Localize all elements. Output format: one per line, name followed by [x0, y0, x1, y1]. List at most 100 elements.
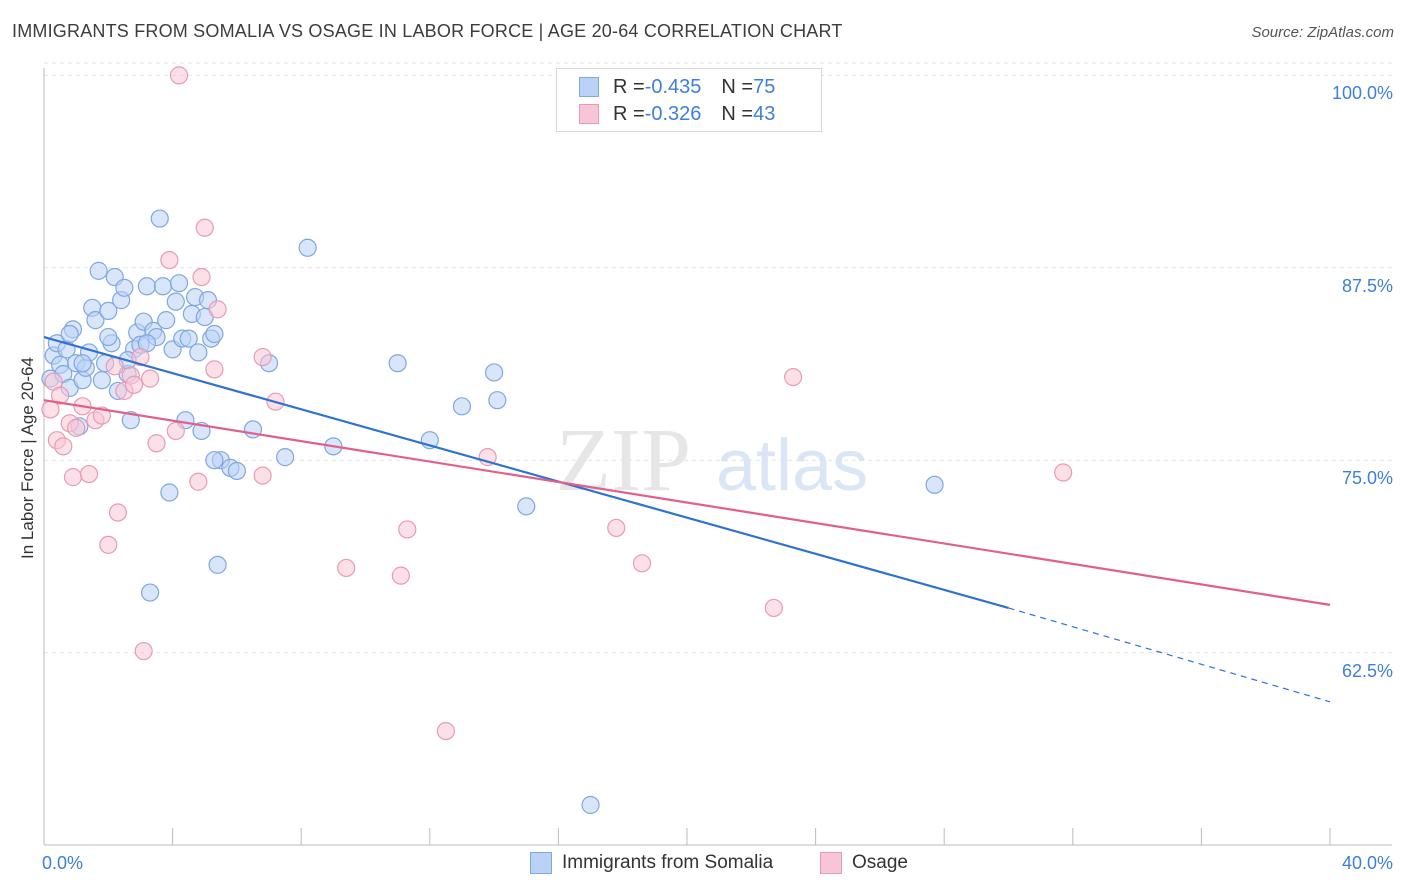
source-credit: Source: ZipAtlas.com	[1251, 24, 1394, 41]
data-point	[147, 434, 166, 453]
legend-row-somalia: R = -0.435 N = 75	[579, 74, 775, 100]
data-point	[105, 357, 124, 376]
stats-legend: R = -0.435 N = 75 R = -0.326 N = 43	[556, 68, 822, 132]
data-point	[140, 369, 160, 388]
legend-item-somalia[interactable]: Immigrants from Somalia	[530, 852, 773, 874]
data-point	[452, 397, 472, 416]
axes	[43, 68, 1392, 846]
legend-swatch-blue	[579, 77, 599, 97]
x-tick-label-min: 0.0%	[42, 853, 84, 873]
legend-r-value: -0.435	[644, 75, 702, 98]
data-point	[153, 277, 173, 296]
data-point	[169, 66, 189, 85]
data-point	[208, 555, 227, 574]
data-point	[436, 721, 455, 741]
data-point	[50, 386, 70, 405]
legend-n-label: N =	[721, 75, 754, 98]
trend-line-extrapolated	[1008, 607, 1331, 703]
data-point	[63, 468, 83, 487]
data-point	[205, 324, 224, 344]
x-tick-label-max: 40.0%	[1341, 853, 1393, 873]
data-point	[99, 301, 118, 320]
data-point	[124, 375, 144, 394]
legend-item-osage[interactable]: Osage	[820, 852, 908, 874]
legend-label-somalia: Immigrants from Somalia	[562, 852, 774, 873]
data-point	[388, 354, 407, 373]
trend-line	[43, 399, 1331, 606]
legend-r-label: R =	[613, 102, 645, 125]
data-point	[227, 461, 246, 481]
legend-n-label: N =	[721, 102, 754, 125]
data-point	[115, 278, 134, 297]
data-point	[157, 311, 176, 330]
data-point	[1054, 463, 1073, 482]
legend-swatch-pink	[820, 852, 842, 874]
data-point	[179, 329, 198, 348]
data-point	[79, 464, 99, 484]
data-point	[764, 598, 783, 618]
data-point	[150, 209, 169, 228]
data-point	[337, 558, 356, 578]
data-point	[298, 238, 317, 257]
legend-swatch-pink	[579, 104, 599, 124]
data-point	[632, 554, 652, 573]
data-point	[73, 354, 92, 373]
data-point	[925, 475, 944, 494]
trend-lines	[43, 335, 1331, 703]
data-point	[208, 300, 227, 319]
series-osage-points	[41, 66, 1073, 741]
data-point	[160, 250, 179, 270]
trend-line	[43, 335, 1009, 610]
y-tick-label: 75.0%	[1341, 468, 1393, 489]
data-point	[54, 437, 73, 456]
data-point	[169, 274, 189, 293]
chart-title: IMMIGRANTS FROM SOMALIA VS OSAGE IN LABO…	[12, 21, 843, 41]
data-point	[67, 418, 86, 437]
data-point	[121, 411, 140, 430]
data-point	[205, 360, 224, 379]
data-point	[488, 391, 507, 410]
y-tick-label: 62.5%	[1341, 660, 1393, 681]
data-point	[195, 218, 214, 237]
data-point	[89, 261, 108, 280]
data-point	[581, 795, 600, 815]
data-point	[783, 367, 803, 387]
data-point	[99, 535, 118, 554]
series-somalia-points	[41, 209, 944, 815]
data-point	[205, 451, 224, 470]
data-point	[137, 277, 156, 296]
legend-swatch-blue	[530, 852, 552, 874]
data-point	[108, 503, 128, 522]
data-point	[166, 421, 185, 441]
legend-r-value: -0.326	[644, 102, 702, 125]
data-point	[189, 343, 208, 362]
data-point	[253, 347, 272, 367]
data-point	[189, 472, 208, 491]
legend-label-osage: Osage	[852, 852, 908, 873]
watermark-atlas: atlas	[716, 426, 868, 506]
y-axis-label: In Labor Force | Age 20-64	[18, 357, 37, 559]
data-point	[607, 518, 626, 538]
data-point	[140, 583, 160, 602]
data-point	[92, 371, 111, 390]
legend-row-osage: R = -0.326 N = 43	[579, 101, 775, 127]
grid-lines	[44, 62, 1392, 654]
data-point	[134, 641, 153, 661]
data-point	[192, 267, 211, 287]
y-tick-label: 100.0%	[1331, 83, 1393, 104]
data-point	[253, 466, 272, 485]
data-point	[92, 406, 111, 425]
legend-n-value: 75	[753, 75, 776, 98]
data-point	[166, 292, 185, 311]
y-tick-label: 87.5%	[1341, 275, 1393, 296]
watermark-zip: ZIP	[556, 411, 691, 510]
legend-n-value: 43	[753, 102, 776, 125]
data-point	[131, 347, 150, 367]
data-point	[398, 520, 417, 539]
legend-r-label: R =	[613, 75, 645, 98]
data-point	[517, 497, 536, 516]
data-point	[276, 448, 295, 467]
data-point	[86, 311, 105, 330]
data-point	[391, 566, 410, 585]
